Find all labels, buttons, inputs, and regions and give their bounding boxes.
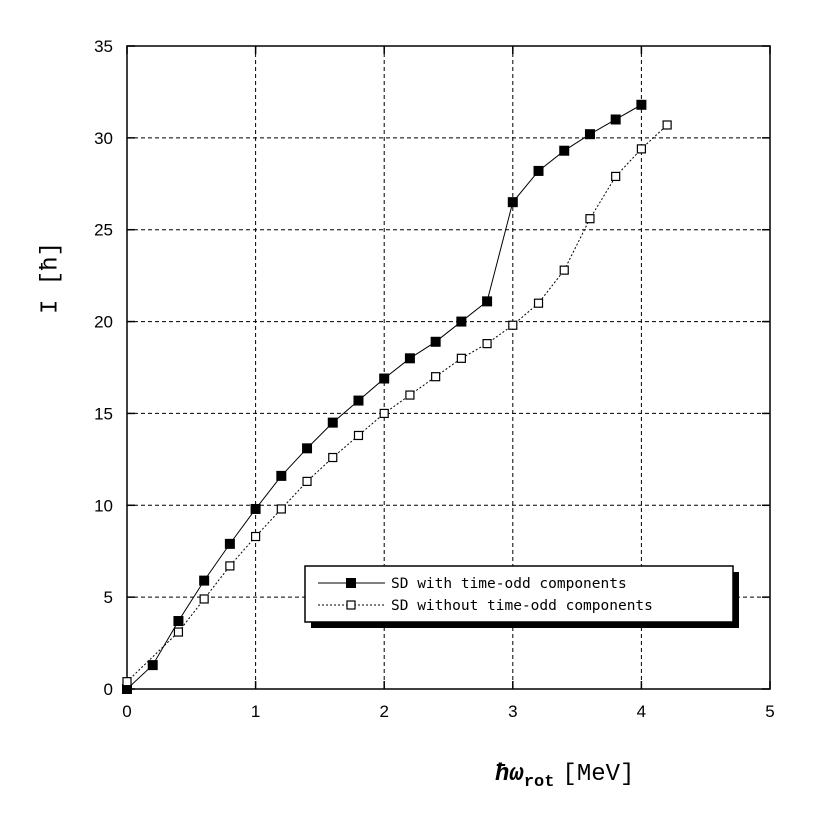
data-point xyxy=(147,660,158,671)
data-point xyxy=(456,316,467,327)
x-axis-ticks: 0 1 2 3 4 5 xyxy=(122,46,775,721)
y-tick-label: 10 xyxy=(94,496,113,515)
x-axis-label-symbol: ħω xyxy=(495,761,524,788)
data-point xyxy=(636,99,647,110)
y-tick-label: 15 xyxy=(94,404,113,423)
x-axis-label-subscript: rot xyxy=(524,773,555,792)
x-tick-label: 0 xyxy=(122,702,131,721)
series-0 xyxy=(122,99,647,694)
y-tick-label: 20 xyxy=(94,313,113,332)
y-tick-label: 30 xyxy=(94,129,113,148)
data-point xyxy=(276,470,287,481)
data-point xyxy=(302,476,312,487)
data-point xyxy=(251,531,261,542)
data-point xyxy=(507,197,518,208)
y-tick-label: 25 xyxy=(94,221,113,240)
data-point xyxy=(327,417,338,428)
legend-box xyxy=(304,565,734,623)
data-point xyxy=(585,214,595,224)
y-axis-ticks: 0 5 10 15 20 25 30 35 xyxy=(94,37,770,699)
y-tick-label: 0 xyxy=(104,680,113,699)
x-tick-label: 1 xyxy=(251,702,260,721)
data-point xyxy=(225,561,235,571)
data-point xyxy=(431,372,441,382)
data-point xyxy=(636,144,647,154)
data-point xyxy=(199,594,209,604)
x-axis-label-unit: [MeV] xyxy=(562,761,634,788)
data-point xyxy=(456,353,466,363)
data-point xyxy=(482,339,492,349)
series-1 xyxy=(122,120,672,687)
x-axis-label: ħωrot [MeV] xyxy=(495,761,634,792)
legend-label-with: SD with time-odd components xyxy=(391,576,627,592)
data-point xyxy=(353,395,364,406)
plot-frame xyxy=(126,45,771,690)
data-point xyxy=(353,430,364,441)
data-point xyxy=(404,353,415,364)
data-point xyxy=(533,165,544,176)
data-point xyxy=(199,575,210,586)
data-point xyxy=(482,296,493,307)
data-point xyxy=(302,443,313,454)
data-point xyxy=(559,265,569,275)
data-point xyxy=(662,120,672,130)
x-tick-label: 4 xyxy=(637,702,646,721)
data-point xyxy=(405,390,415,400)
data-point xyxy=(559,145,570,156)
data-point xyxy=(328,452,338,463)
series-layer xyxy=(122,99,672,694)
data-point xyxy=(584,129,595,140)
legend-marker-with xyxy=(346,578,356,588)
data-point xyxy=(122,684,132,694)
data-point xyxy=(224,538,235,549)
data-point xyxy=(173,627,184,637)
x-tick-label: 2 xyxy=(379,702,388,721)
legend: SD with time-odd components SD without t… xyxy=(304,565,739,628)
x-tick-label: 3 xyxy=(508,702,517,721)
data-point xyxy=(611,171,621,182)
data-point xyxy=(379,408,389,419)
data-point xyxy=(379,373,390,384)
data-point xyxy=(250,503,261,514)
y-tick-label: 35 xyxy=(94,37,113,56)
x-tick-label: 5 xyxy=(765,702,774,721)
data-point xyxy=(610,114,621,125)
legend-label-without: SD without time-odd components xyxy=(391,598,653,614)
data-point xyxy=(173,616,184,627)
y-tick-label: 5 xyxy=(104,588,113,607)
data-point xyxy=(430,336,441,347)
y-axis-label: I [ħ] xyxy=(37,242,64,314)
data-point xyxy=(508,320,518,330)
legend-marker-without xyxy=(346,600,356,610)
data-point xyxy=(276,504,286,514)
data-point xyxy=(533,298,544,308)
data-point xyxy=(122,677,132,687)
